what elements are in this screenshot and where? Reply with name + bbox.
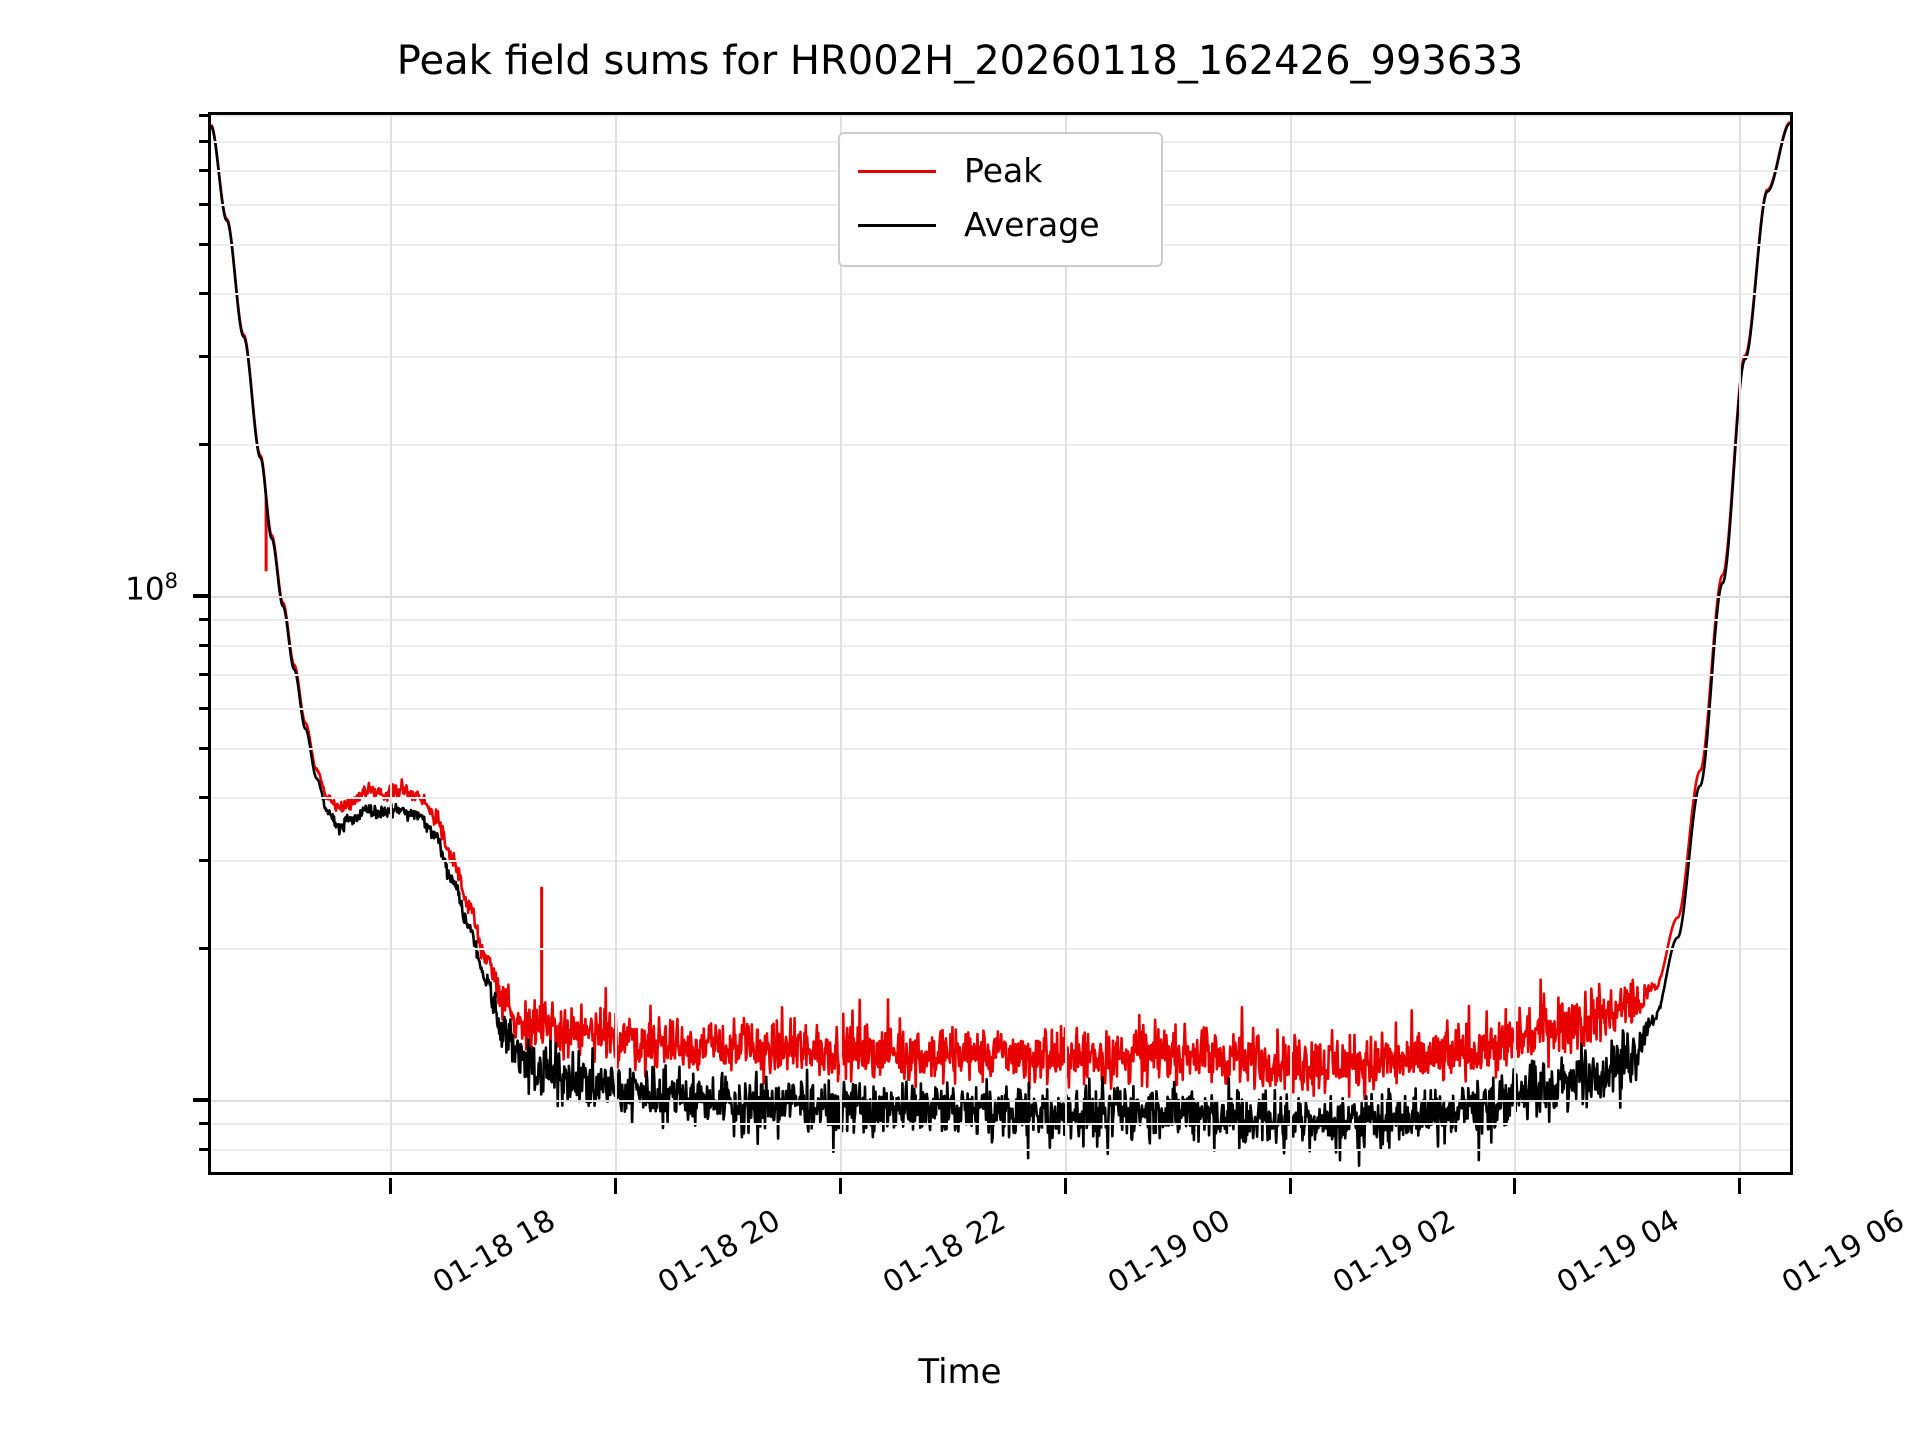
x-axis-tick-label: 01-19 06 [1776, 1203, 1911, 1301]
y-axis-minor-tick [199, 242, 211, 246]
y-axis-minor-tick [199, 706, 211, 710]
gridline-horizontal [211, 444, 1790, 447]
gridline-horizontal [211, 1100, 1790, 1103]
x-axis-tick [1513, 1178, 1517, 1194]
y-axis-minor-tick [199, 858, 211, 862]
y-axis-minor-tick [199, 618, 211, 622]
gridline-horizontal [211, 115, 1790, 117]
gridline-horizontal [211, 948, 1790, 951]
gridline-horizontal [211, 1123, 1790, 1126]
gridline-horizontal [211, 292, 1790, 295]
gridline-horizontal [211, 1148, 1790, 1151]
gridline-horizontal [211, 674, 1790, 677]
y-axis-minor-tick [199, 1122, 211, 1126]
gridline-horizontal [211, 707, 1790, 710]
x-axis-label: Time [918, 1352, 1002, 1392]
y-axis-minor-tick [199, 443, 211, 447]
x-axis-tick-label: 01-18 18 [426, 1203, 562, 1301]
y-axis-minor-tick [199, 291, 211, 295]
gridline-horizontal [211, 644, 1790, 647]
y-axis-minor-tick [199, 795, 211, 799]
y-axis-tick-label: 108 [125, 569, 178, 607]
legend-label-average: Average [964, 205, 1100, 244]
plot-area [193, 112, 1793, 1194]
x-axis-tick [388, 1178, 392, 1194]
gridline-vertical [1289, 115, 1292, 1172]
x-axis-tick [1738, 1178, 1742, 1194]
gridline-vertical [614, 115, 617, 1172]
legend-item-peak[interactable]: Peak [840, 148, 1161, 194]
gridline-horizontal [211, 596, 1790, 598]
y-axis-minor-tick [199, 114, 211, 117]
gridline-horizontal [211, 859, 1790, 862]
y-tick-mantissa: 10 [125, 571, 165, 608]
gridline-vertical [1514, 115, 1517, 1172]
y-axis-minor-tick [199, 169, 211, 173]
y-axis-minor-tick [199, 202, 211, 206]
legend-swatch-average [858, 224, 936, 227]
gridline-vertical [1739, 115, 1742, 1172]
y-axis-minor-tick [199, 1147, 211, 1151]
gridline-horizontal [211, 747, 1790, 750]
x-axis-tick-label: 01-19 04 [1551, 1203, 1686, 1301]
gridline-horizontal [211, 619, 1790, 622]
x-axis-tick [1063, 1178, 1067, 1194]
x-axis-tick-label: 01-18 20 [651, 1203, 787, 1301]
y-axis-minor-tick [199, 139, 211, 143]
gridline-horizontal [211, 355, 1790, 358]
gridline-vertical [389, 115, 392, 1172]
legend-label-peak: Peak [964, 151, 1043, 190]
plot-clip [211, 115, 1790, 1172]
legend-swatch-peak [858, 170, 936, 173]
x-axis-tick [838, 1178, 842, 1194]
y-axis-minor-tick [199, 947, 211, 951]
x-axis-tick-label: 01-19 00 [1101, 1203, 1236, 1301]
page-title: Peak field sums for HR002H_20260118_1624… [396, 38, 1524, 84]
gridline-vertical [1064, 115, 1067, 1172]
x-axis-tick [613, 1178, 617, 1194]
y-axis-minor-tick [199, 354, 211, 358]
chart-legend[interactable]: Peak Average [838, 132, 1163, 267]
series-line-peak [211, 122, 1790, 1101]
series-layer [211, 115, 1790, 1172]
gridline-vertical [839, 115, 842, 1172]
x-axis-tick [1288, 1178, 1292, 1194]
y-axis-minor-tick [199, 746, 211, 750]
x-axis-tick-label: 01-18 22 [876, 1203, 1012, 1301]
gridline-horizontal [211, 796, 1790, 799]
y-axis-major-tick [193, 594, 211, 598]
legend-item-average[interactable]: Average [840, 202, 1161, 248]
y-axis-minor-tick [199, 643, 211, 647]
x-axis-tick-label: 01-19 02 [1326, 1203, 1461, 1301]
y-axis-minor-tick [199, 673, 211, 677]
y-tick-exponent: 8 [164, 569, 178, 593]
series-line-average [211, 123, 1790, 1165]
y-axis-major-tick [193, 1098, 211, 1103]
